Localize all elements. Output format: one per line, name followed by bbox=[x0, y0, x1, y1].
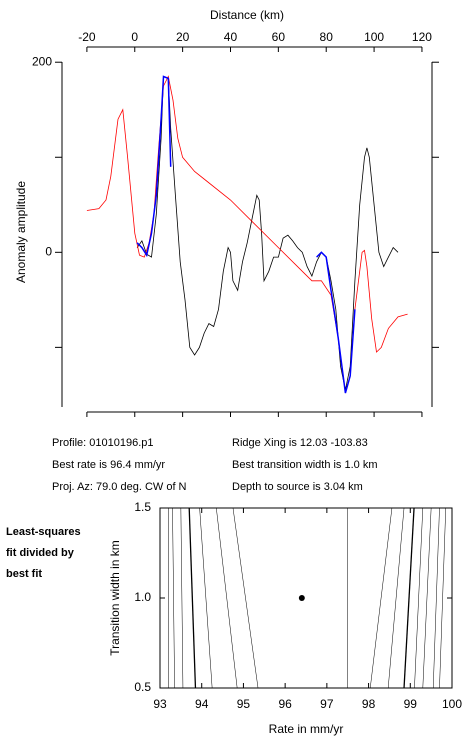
y-tick-label: 200 bbox=[32, 54, 52, 68]
x-tick-label: 100 bbox=[364, 30, 384, 44]
contour-line bbox=[432, 507, 440, 689]
contour-line bbox=[180, 507, 184, 689]
x-axis-title: Distance (km) bbox=[210, 8, 284, 22]
y-axis-title: Anomaly amplitude bbox=[14, 181, 28, 283]
contour-line bbox=[387, 507, 405, 689]
contour-line bbox=[216, 507, 238, 689]
x-tick-label: 80 bbox=[320, 30, 334, 44]
series-line bbox=[136, 75, 399, 391]
x-tick-label: 96 bbox=[278, 697, 292, 711]
contour-line bbox=[403, 507, 415, 689]
contour-line bbox=[188, 507, 197, 689]
x-tick-label: 0 bbox=[131, 30, 138, 44]
info-text: Depth to source is 3.04 km bbox=[232, 481, 363, 493]
contour-line bbox=[199, 507, 213, 689]
info-text: Proj. Az: 79.0 deg. CW of N bbox=[52, 481, 187, 493]
y-axis-title: Transition width in km bbox=[108, 540, 122, 656]
y-tick-label: 1.5 bbox=[134, 500, 151, 514]
note: fit divided by bbox=[6, 547, 75, 559]
x-tick-label: 60 bbox=[272, 30, 286, 44]
plot-frame bbox=[159, 507, 453, 689]
series-line bbox=[86, 75, 408, 394]
y-tick-label: 0 bbox=[45, 244, 52, 258]
x-tick-label: 93 bbox=[153, 697, 167, 711]
x-tick-label: 120 bbox=[412, 30, 432, 44]
x-tick-label: 40 bbox=[224, 30, 238, 44]
contour-line bbox=[439, 507, 446, 689]
info-text: Best transition width is 1.0 km bbox=[232, 459, 378, 471]
x-axis-title: Rate in mm/yr bbox=[269, 722, 344, 736]
contour-line bbox=[422, 507, 432, 689]
x-tick-label: -20 bbox=[78, 30, 96, 44]
x-tick-label: 98 bbox=[362, 697, 376, 711]
note: Least-squares bbox=[6, 526, 81, 538]
series-line bbox=[136, 75, 356, 394]
contour-line bbox=[172, 507, 175, 689]
contour-line bbox=[369, 507, 393, 689]
contour-line bbox=[232, 507, 259, 689]
info-text: Profile: 01010196.p1 bbox=[52, 437, 154, 449]
y-tick-label: 0.5 bbox=[134, 680, 151, 694]
x-tick-label: 97 bbox=[320, 697, 334, 711]
best-fit-point bbox=[298, 595, 305, 601]
x-tick-label: 95 bbox=[237, 697, 251, 711]
note: best fit bbox=[6, 568, 42, 580]
contour-line bbox=[414, 507, 424, 689]
y-tick-label: 1.0 bbox=[134, 590, 151, 604]
info-text: Ridge Xing is 12.03 -103.83 bbox=[232, 437, 368, 449]
x-tick-label: 99 bbox=[404, 697, 418, 711]
info-text: Best rate is 96.4 mm/yr bbox=[52, 459, 165, 471]
x-tick-label: 94 bbox=[195, 697, 209, 711]
x-tick-label: 20 bbox=[176, 30, 190, 44]
x-tick-label: 100 bbox=[442, 697, 462, 711]
